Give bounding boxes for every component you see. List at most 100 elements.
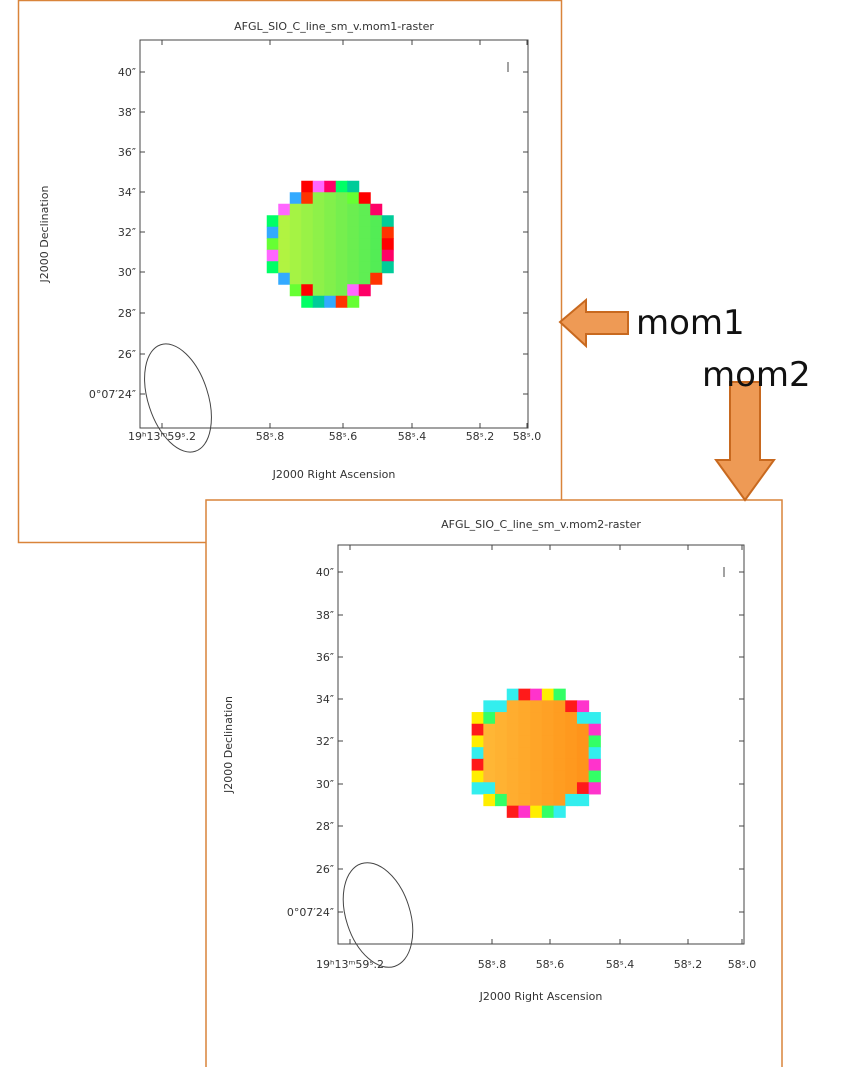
raster-pixel — [336, 261, 348, 273]
raster-pixel — [483, 759, 495, 771]
raster-pixel — [278, 273, 290, 285]
x-axis-label: J2000 Right Ascension — [479, 990, 603, 1003]
raster-pixel — [313, 250, 325, 262]
x-tick-label: 19ʰ13ᵐ59ˢ.2 — [128, 430, 196, 443]
raster-pixel — [495, 782, 507, 794]
raster-pixel — [336, 181, 348, 193]
raster-pixel — [370, 227, 382, 239]
raster-pixel — [301, 181, 313, 193]
raster-pixel — [290, 204, 302, 216]
raster-pixel — [483, 771, 495, 783]
raster-pixel — [324, 181, 336, 193]
raster-pixel — [530, 747, 542, 759]
raster-pixel — [518, 794, 530, 806]
raster-pixel — [324, 227, 336, 239]
raster-pixel — [347, 204, 359, 216]
raster-pixel — [313, 273, 325, 285]
raster-pixel — [495, 735, 507, 747]
raster-pixel — [301, 261, 313, 273]
y-tick-label: 0°07′24″ — [287, 906, 334, 919]
raster-pixel — [530, 689, 542, 701]
raster-pixel — [359, 261, 371, 273]
raster-pixel — [290, 192, 302, 204]
x-tick-label: 58ˢ.2 — [466, 430, 495, 443]
raster-pixel — [589, 759, 601, 771]
y-tick-label: 0°07′24″ — [89, 388, 136, 401]
plot-title: AFGL_SIO_C_line_sm_v.mom2-raster — [441, 518, 641, 531]
raster-pixel — [518, 759, 530, 771]
raster-pixel — [495, 700, 507, 712]
raster-pixel — [278, 215, 290, 227]
raster-pixel — [267, 215, 279, 227]
raster-pixel — [565, 712, 577, 724]
raster-pixel — [507, 794, 519, 806]
raster-pixel — [507, 759, 519, 771]
raster-pixel — [347, 181, 359, 193]
left-arrow — [560, 300, 628, 346]
raster-pixel — [336, 204, 348, 216]
raster-pixel — [518, 771, 530, 783]
y-tick-label: 30″ — [118, 266, 136, 279]
raster-pixel — [382, 261, 394, 273]
y-tick-label: 34″ — [118, 186, 136, 199]
raster-pixel — [290, 284, 302, 296]
raster-pixel — [290, 215, 302, 227]
raster-pixel — [336, 227, 348, 239]
raster-pixel — [324, 296, 336, 308]
raster-pixel — [542, 700, 554, 712]
raster-pixel — [483, 735, 495, 747]
raster-pixel — [382, 250, 394, 262]
raster-pixel — [542, 794, 554, 806]
raster-pixel — [565, 735, 577, 747]
raster-pixel — [507, 700, 519, 712]
x-tick-label: 58ˢ.6 — [329, 430, 358, 443]
x-tick-label: 58ˢ.0 — [728, 958, 757, 971]
x-tick-label: 58ˢ.0 — [513, 430, 542, 443]
raster-pixel — [359, 192, 371, 204]
raster-pixel — [554, 747, 566, 759]
raster-pixel — [347, 227, 359, 239]
raster-pixel — [518, 735, 530, 747]
raster-pixel — [507, 782, 519, 794]
raster-pixel — [336, 273, 348, 285]
x-tick-label: 58ˢ.8 — [256, 430, 285, 443]
raster-pixel — [530, 712, 542, 724]
raster-pixel — [507, 771, 519, 783]
raster-pixel — [301, 227, 313, 239]
raster-pixel — [554, 771, 566, 783]
raster-pixel — [313, 261, 325, 273]
y-tick-label: 36″ — [118, 146, 136, 159]
raster-pixel — [347, 284, 359, 296]
raster-pixel — [565, 771, 577, 783]
raster-pixel — [577, 771, 589, 783]
raster-pixel — [278, 238, 290, 250]
raster-pixel — [313, 204, 325, 216]
raster-pixel — [313, 181, 325, 193]
raster-pixel — [336, 296, 348, 308]
raster-pixel — [554, 794, 566, 806]
raster-pixel — [370, 215, 382, 227]
raster-pixel — [359, 284, 371, 296]
x-tick-label: 58ˢ.4 — [606, 958, 635, 971]
raster-pixel — [554, 700, 566, 712]
x-tick-label: 58ˢ.8 — [478, 958, 507, 971]
raster-pixel — [336, 192, 348, 204]
raster-pixel — [347, 250, 359, 262]
raster-pixel — [347, 192, 359, 204]
raster-pixel — [565, 782, 577, 794]
raster-pixel — [577, 712, 589, 724]
raster-pixel — [347, 273, 359, 285]
y-tick-label: 32″ — [316, 735, 334, 748]
raster-pixel — [359, 250, 371, 262]
raster-pixel — [301, 284, 313, 296]
raster-pixel — [542, 759, 554, 771]
raster-pixel — [507, 689, 519, 701]
raster-pixel — [554, 782, 566, 794]
raster-pixel — [278, 250, 290, 262]
raster-pixel — [382, 215, 394, 227]
raster-pixel — [359, 204, 371, 216]
y-tick-label: 26″ — [118, 348, 136, 361]
raster-pixel — [518, 806, 530, 818]
raster-pixel — [370, 261, 382, 273]
raster-pixel — [472, 747, 484, 759]
